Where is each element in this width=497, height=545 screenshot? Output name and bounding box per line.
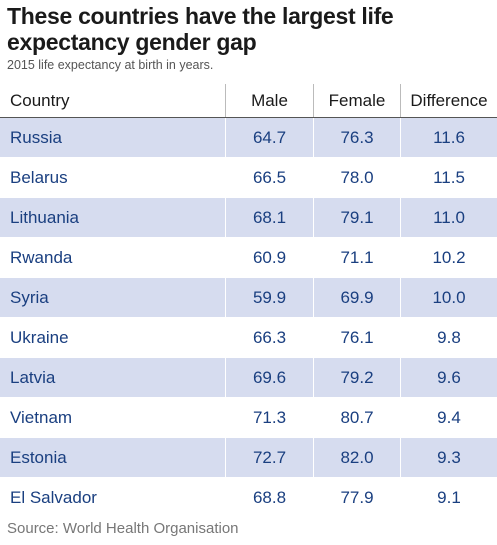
difference-cell: 10.0 [400, 278, 497, 317]
table-row: Vietnam 71.3 80.7 9.4 [0, 398, 497, 438]
female-cell: 78.0 [313, 158, 400, 197]
country-cell: El Salvador [10, 487, 97, 507]
difference-cell: 9.1 [400, 478, 497, 517]
female-cell: 71.1 [313, 238, 400, 277]
female-cell: 79.2 [313, 358, 400, 397]
country-cell: Syria [10, 287, 49, 307]
female-cell: 82.0 [313, 438, 400, 477]
header-female: Female [313, 84, 400, 117]
difference-cell: 9.6 [400, 358, 497, 397]
table-body: Russia 64.7 76.3 11.6 Belarus 66.5 78.0 11.5 Lit… [0, 118, 497, 518]
female-cell: 76.1 [313, 318, 400, 357]
header-country: Country [10, 90, 70, 110]
difference-cell: 10.2 [400, 238, 497, 277]
difference-cell: 9.4 [400, 398, 497, 437]
country-cell: Lithuania [10, 207, 80, 227]
difference-cell: 9.8 [400, 318, 497, 357]
source-note: Source: World Health Organisation [7, 520, 239, 537]
header-difference: Difference [400, 84, 497, 117]
male-cell: 71.3 [225, 398, 313, 437]
female-cell: 76.3 [313, 118, 400, 157]
table-header: Country Male Female Difference [0, 84, 497, 118]
country-cell: Belarus [10, 167, 68, 187]
table-row: Latvia 69.6 79.2 9.6 [0, 358, 497, 398]
table-row: Syria 59.9 69.9 10.0 [0, 278, 497, 318]
country-cell: Estonia [10, 447, 67, 467]
difference-cell: 11.0 [400, 198, 497, 237]
female-cell: 80.7 [313, 398, 400, 437]
male-cell: 68.1 [225, 198, 313, 237]
female-cell: 79.1 [313, 198, 400, 237]
difference-cell: 11.5 [400, 158, 497, 197]
male-cell: 68.8 [225, 478, 313, 517]
country-cell: Vietnam [10, 407, 73, 427]
life-expectancy-table: Country Male Female Difference Russia 64.… [0, 84, 497, 518]
table-row: Estonia 72.7 82.0 9.3 [0, 438, 497, 478]
table-row: Ukraine 66.3 76.1 9.8 [0, 318, 497, 358]
difference-cell: 11.6 [400, 118, 497, 157]
table-row: Belarus 66.5 78.0 11.5 [0, 158, 497, 198]
table-row: Lithuania 68.1 79.1 11.0 [0, 198, 497, 238]
male-cell: 60.9 [225, 238, 313, 277]
male-cell: 72.7 [225, 438, 313, 477]
female-cell: 69.9 [313, 278, 400, 317]
female-cell: 77.9 [313, 478, 400, 517]
difference-cell: 9.3 [400, 438, 497, 477]
table-row: El Salvador 68.8 77.9 9.1 [0, 478, 497, 518]
male-cell: 64.7 [225, 118, 313, 157]
male-cell: 59.9 [225, 278, 313, 317]
table-row: Russia 64.7 76.3 11.6 [0, 118, 497, 158]
country-cell: Rwanda [10, 247, 73, 267]
table-row: Rwanda 60.9 71.1 10.2 [0, 238, 497, 278]
country-cell: Russia [10, 127, 62, 147]
country-cell: Ukraine [10, 327, 69, 347]
header-male: Male [225, 84, 313, 117]
country-cell: Latvia [10, 367, 56, 387]
chart-title: These countries have the largest life ex… [7, 3, 394, 55]
male-cell: 66.3 [225, 318, 313, 357]
male-cell: 69.6 [225, 358, 313, 397]
chart-subtitle: 2015 life expectancy at birth in years. [7, 58, 214, 72]
male-cell: 66.5 [225, 158, 313, 197]
